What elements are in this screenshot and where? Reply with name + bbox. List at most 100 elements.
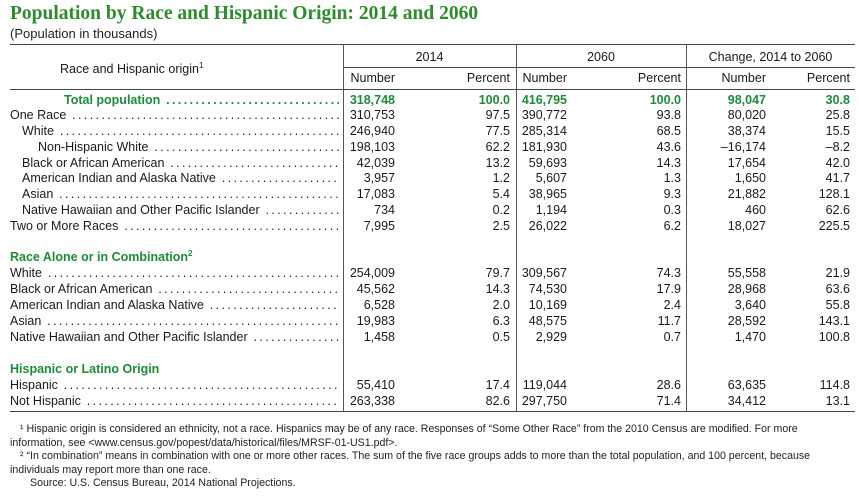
table-cell: 225.5 — [818, 219, 850, 233]
row-label-text: One Race — [10, 108, 67, 122]
table-subtitle: (Population in thousands) — [10, 26, 158, 41]
table-cell: 0.2 — [492, 203, 510, 217]
table-cell: 79.7 — [485, 266, 510, 280]
leader-dots: ........................................… — [209, 298, 339, 312]
group-rule — [343, 67, 855, 68]
table-cell: 34,412 — [727, 394, 766, 408]
table-cell: 59,693 — [528, 156, 567, 170]
leader-dots: ........................................… — [47, 314, 339, 328]
table-cell: 55.8 — [825, 298, 850, 312]
row-label: Native Hawaiian and Other Pacific Island… — [10, 330, 339, 345]
table-cell: 416,795 — [521, 93, 567, 107]
table-cell: 128.1 — [818, 187, 850, 201]
table-cell: 80,020 — [727, 108, 766, 122]
header-subcol: Number — [522, 71, 567, 85]
column-divider — [686, 44, 687, 411]
footnote-marker: 2 — [188, 248, 193, 258]
row-label: Black or African American ..............… — [10, 282, 339, 297]
table-cell: 1,194 — [535, 203, 567, 217]
table-cell: 43.6 — [656, 140, 681, 154]
table-cell: 100.0 — [649, 93, 681, 107]
table-cell: 68.5 — [656, 124, 681, 138]
table-cell: 254,009 — [349, 266, 395, 280]
table-cell: 17,083 — [356, 187, 395, 201]
footnote-1: ¹ Hispanic origin is considered an ethni… — [10, 423, 798, 449]
table-cell: 114.8 — [819, 378, 850, 392]
table-cell: 119,044 — [522, 378, 567, 392]
section-heading-text: Hispanic or Latino Origin — [10, 362, 160, 376]
leader-dots: ........................................… — [86, 394, 339, 408]
source-note: Source: U.S. Census Bureau, 2014 Nationa… — [30, 477, 296, 489]
table-cell: 21,882 — [727, 187, 766, 201]
table-cell: 263,338 — [349, 394, 395, 408]
header-row-label: Race and Hispanic origin1 — [60, 60, 290, 77]
header-subcol: Percent — [466, 71, 510, 85]
row-label: Asian ..................................… — [22, 187, 339, 202]
table-cell: 1,650 — [734, 171, 766, 185]
table-cell: 10,169 — [528, 298, 567, 312]
leader-dots: ........................................… — [47, 266, 339, 280]
row-label-text: Not Hispanic — [10, 394, 81, 408]
column-divider — [343, 44, 344, 411]
row-label-text: Black or African American — [22, 156, 165, 170]
table-cell: 15.5 — [825, 124, 850, 138]
row-label-text: Native Hawaiian and Other Pacific Island… — [10, 330, 248, 344]
table-cell: 734 — [374, 203, 395, 217]
table-cell: 0.3 — [663, 203, 681, 217]
row-label: Native Hawaiian and Other Pacific Island… — [22, 203, 339, 218]
footnote-marker: 1 — [198, 60, 204, 70]
table-cell: 100.0 — [478, 93, 510, 107]
leader-dots: ........................................… — [59, 187, 339, 201]
row-label: White ..................................… — [22, 124, 339, 139]
table-cell: 2,929 — [535, 330, 567, 344]
table-cell: 55,410 — [356, 378, 395, 392]
table-cell: –8.2 — [825, 140, 850, 154]
table-cell: 74,530 — [528, 282, 567, 296]
footnote-2: ² “In combination” means in combination … — [10, 450, 811, 476]
table-cell: 246,940 — [349, 124, 395, 138]
table-cell: 309,567 — [521, 266, 567, 280]
table-cell: 38,965 — [528, 187, 567, 201]
header-rule — [10, 89, 855, 90]
row-label-text: Hispanic — [10, 378, 58, 392]
table-cell: 19,983 — [356, 314, 395, 328]
table-cell: 42,039 — [356, 156, 395, 170]
table-cell: 143.1 — [818, 314, 850, 328]
header-row-label-text: Race and Hispanic origin — [60, 62, 199, 76]
table-cell: 98,047 — [727, 93, 766, 107]
row-label: American Indian and Alaska Native ......… — [22, 171, 339, 186]
row-label-text: Asian — [10, 314, 42, 328]
table-cell: 2.0 — [492, 298, 510, 312]
table-cell: 25.8 — [825, 108, 850, 122]
table-cell: 7,995 — [363, 219, 395, 233]
table-cell: 297,750 — [521, 394, 567, 408]
row-label: American Indian and Alaska Native ......… — [10, 298, 339, 313]
table-cell: 198,103 — [349, 140, 395, 154]
row-label: Non-Hispanic White .....................… — [38, 140, 339, 155]
table-cell: 41.7 — [825, 171, 850, 185]
table-cell: 5,607 — [535, 171, 567, 185]
table-cell: 21.9 — [825, 266, 850, 280]
header-group: Change, 2014 to 2060 — [708, 50, 833, 64]
table-cell: 1.2 — [492, 171, 510, 185]
row-label: Hispanic ...............................… — [10, 378, 339, 393]
table-cell: 6,528 — [363, 298, 395, 312]
table-cell: 1.3 — [663, 171, 681, 185]
table-cell: 11.7 — [657, 314, 681, 328]
table-cell: 26,022 — [528, 219, 567, 233]
table-cell: 6.3 — [492, 314, 510, 328]
table-cell: 17.9 — [656, 282, 681, 296]
header-group: 2014 — [415, 50, 444, 64]
table-cell: 38,374 — [727, 124, 766, 138]
leader-dots: ........................................… — [63, 378, 339, 392]
table-cell: 2.5 — [492, 219, 510, 233]
table-cell: 45,562 — [356, 282, 395, 296]
table-cell: 0.7 — [663, 330, 681, 344]
row-label-text: Total population — [64, 93, 161, 107]
header-subcol: Number — [350, 71, 395, 85]
leader-dots: ........................................… — [154, 140, 339, 154]
section-heading-text: Race Alone or in Combination — [10, 250, 189, 264]
row-label-text: Black or African American — [10, 282, 153, 296]
table-cell: 55,558 — [727, 266, 766, 280]
table-cell: 28,968 — [727, 282, 766, 296]
